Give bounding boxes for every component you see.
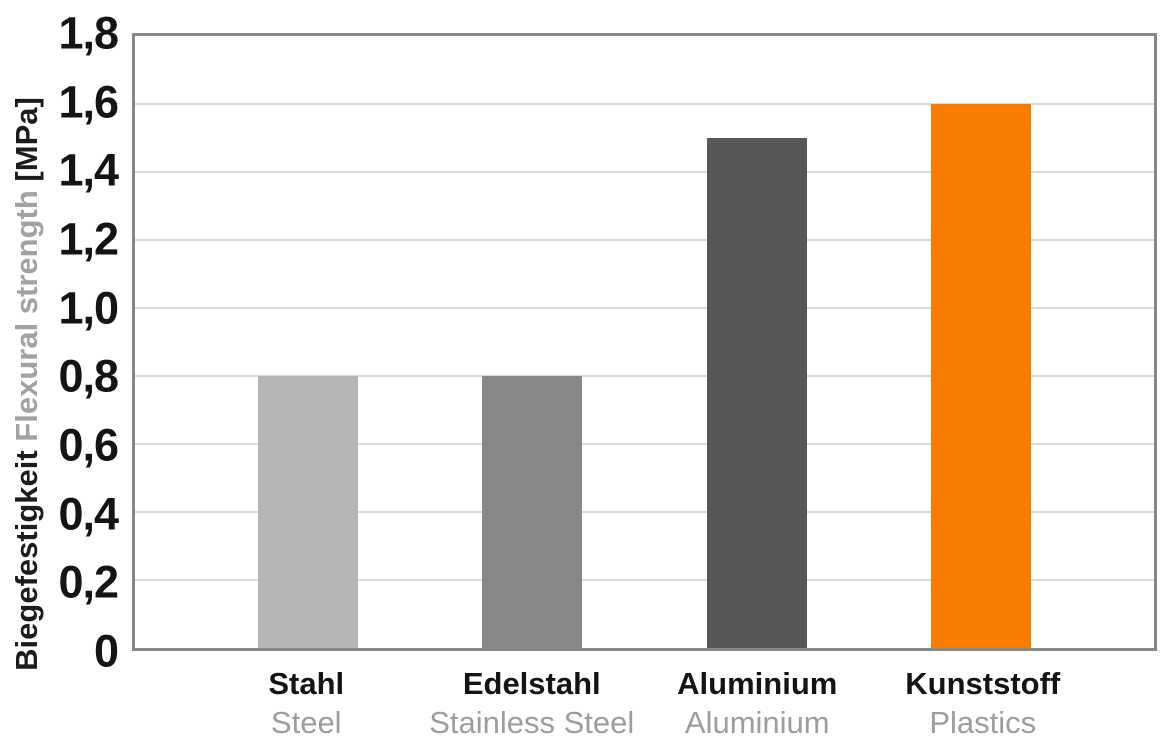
category-label-english: Aluminium xyxy=(684,705,830,740)
category-label-german: Aluminium xyxy=(677,666,838,701)
bar-steel xyxy=(258,376,359,648)
y-tick-label: 1,2 xyxy=(58,213,119,265)
x-axis-labels: Stahl Steel Edelstahl Stainless Steel Alumin… xyxy=(132,664,1157,749)
category-label-english: Steel xyxy=(270,705,342,740)
x-axis-label: Edelstahl Stainless Steel xyxy=(429,664,634,742)
plot-area xyxy=(132,33,1157,651)
y-tick-label: 1,8 xyxy=(58,7,119,59)
gridline xyxy=(135,443,1154,445)
x-axis-label: Kunststoff Plastics xyxy=(905,664,1060,742)
x-axis-label: Stahl Steel xyxy=(268,664,344,742)
category-label-german: Edelstahl xyxy=(462,666,601,701)
y-tick-label: 0,6 xyxy=(58,419,119,471)
y-tick-label: 1,6 xyxy=(58,76,119,128)
y-tick-label: 0,4 xyxy=(58,488,119,540)
gridline xyxy=(135,239,1154,241)
gridline xyxy=(135,511,1154,514)
gridline xyxy=(135,375,1154,378)
y-tick-label: 1,0 xyxy=(58,282,119,334)
y-axis-ticks: 0 0,2 0,4 0,6 0,8 1,0 1,2 1,4 1,6 1,8 xyxy=(0,11,119,674)
bar-plastics xyxy=(930,104,1031,648)
gridline xyxy=(135,171,1154,173)
bar-stainless-steel xyxy=(482,376,583,648)
x-axis-label: Aluminium Aluminium xyxy=(677,664,837,742)
category-label-english: Stainless Steel xyxy=(429,705,635,740)
gridline xyxy=(135,579,1154,582)
category-label-german: Stahl xyxy=(268,666,345,701)
gridline xyxy=(135,103,1154,106)
bar-aluminium xyxy=(706,138,807,648)
y-tick-label: 1,4 xyxy=(58,144,119,196)
gridline xyxy=(135,307,1154,309)
y-tick-label: 0,8 xyxy=(58,350,119,402)
category-label-german: Kunststoff xyxy=(905,666,1061,701)
y-tick-label: 0 xyxy=(93,625,119,677)
category-label-english: Plastics xyxy=(929,705,1037,740)
y-tick-label: 0,2 xyxy=(58,556,119,608)
